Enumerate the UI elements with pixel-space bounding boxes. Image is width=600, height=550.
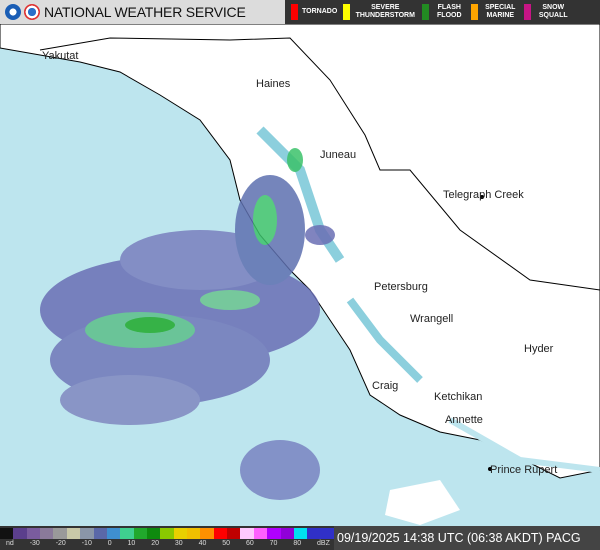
warning-severe-thunderstorm: SEVERE THUNDERSTORM	[343, 4, 416, 20]
warning-label: TORNADO	[302, 8, 338, 15]
tick-label: 20	[151, 540, 160, 547]
scale-ticks: nd -30 -20 -10 0 10 20 30 40 50 60 70 80…	[0, 539, 334, 547]
city-label-telegraph-creek: Telegraph Creek	[443, 189, 524, 201]
radar-returns	[40, 148, 335, 500]
tick-label: 80	[293, 540, 302, 547]
tick-label: 0	[107, 540, 112, 547]
snow-squall-swatch	[524, 4, 532, 20]
nws-logo-icon	[24, 4, 40, 20]
city-label-yakutat: Yakutat	[42, 50, 79, 62]
warning-flash-flood: FLASH FLOOD	[422, 4, 465, 20]
tick-label: 40	[198, 540, 207, 547]
tick-label: 70	[269, 540, 278, 547]
city-label-hyder: Hyder	[524, 343, 554, 355]
tick-label: -30	[29, 540, 40, 547]
noaa-logo-icon	[5, 4, 21, 20]
tick-label: 10	[127, 540, 136, 547]
tick-label: 50	[222, 540, 231, 547]
page-title: NATIONAL WEATHER SERVICE	[44, 4, 246, 20]
tick-label: nd	[6, 540, 14, 547]
city-label-haines: Haines	[256, 78, 291, 90]
footer: nd -30 -20 -10 0 10 20 30 40 50 60 70 80…	[0, 526, 600, 550]
severe-thunderstorm-swatch	[343, 4, 351, 20]
city-label-wrangell: Wrangell	[410, 313, 454, 325]
tornado-swatch	[291, 4, 298, 20]
city-label-craig: Craig	[372, 380, 399, 392]
dbz-color-scale: nd -30 -20 -10 0 10 20 30 40 50 60 70 80…	[0, 526, 334, 550]
tick-label: -10	[81, 540, 92, 547]
warning-label: SEVERE THUNDERSTORM	[355, 4, 415, 19]
tick-label: dBZ	[317, 540, 330, 547]
city-label-juneau: Juneau	[320, 149, 357, 161]
tick-label: 30	[174, 540, 183, 547]
city-label-ketchikan: Ketchikan	[434, 391, 483, 403]
tick-label: -20	[55, 540, 66, 547]
nws-brand: NATIONAL WEATHER SERVICE	[0, 0, 285, 24]
warning-tornado: TORNADO	[291, 4, 337, 20]
header: NATIONAL WEATHER SERVICE TORNADO SEVERE …	[0, 0, 600, 24]
special-marine-swatch	[471, 4, 479, 20]
city-label-petersburg: Petersburg	[374, 281, 428, 293]
flash-flood-swatch	[422, 4, 430, 20]
warning-special-marine: SPECIAL MARINE	[471, 4, 518, 20]
warning-legend: TORNADO SEVERE THUNDERSTORM FLASH FLOOD …	[285, 0, 600, 24]
city-label-prince-rupert: Prince Rupert	[490, 464, 558, 476]
tick-label: 60	[245, 540, 254, 547]
warning-label: SPECIAL MARINE	[485, 4, 516, 19]
timestamp: 09/19/2025 14:38 UTC (06:38 AKDT) PACG	[334, 526, 600, 550]
city-label-annette: Annette	[445, 414, 483, 426]
warning-label: FLASH FLOOD	[437, 4, 462, 19]
warning-snow-squall: SNOW SQUALL	[524, 4, 571, 20]
color-bar	[0, 528, 334, 539]
warning-label: SNOW SQUALL	[538, 4, 568, 19]
